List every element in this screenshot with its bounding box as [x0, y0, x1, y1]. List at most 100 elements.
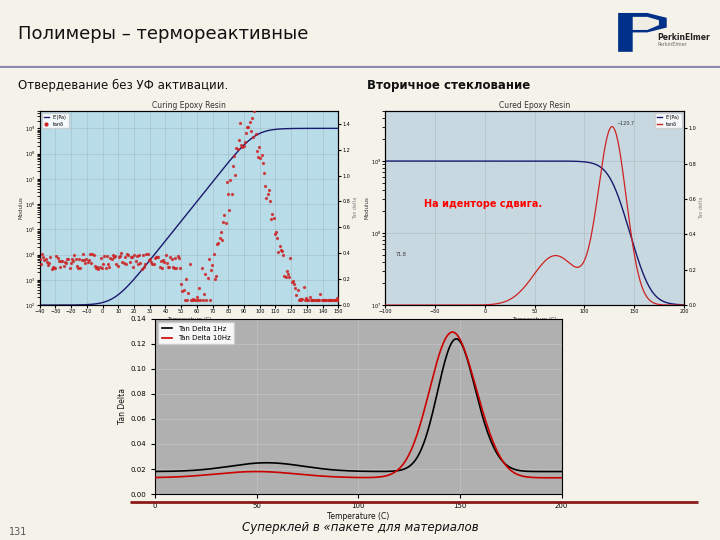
- Point: [277, 251, 289, 260]
- Point: [240, 128, 252, 137]
- Point: [199, 270, 211, 279]
- Point: [184, 260, 195, 268]
- Point: [217, 218, 229, 226]
- Point: [37, 253, 49, 262]
- Point: [246, 113, 258, 122]
- Point: [124, 258, 135, 266]
- Point: [262, 190, 274, 199]
- Tan Delta 1Hz: [150, 468, 159, 475]
- Point: [55, 257, 67, 266]
- Point: [306, 295, 318, 304]
- Text: Полимеры – термореактивные: Полимеры – термореактивные: [18, 25, 308, 43]
- Point: [54, 263, 66, 272]
- Point: [108, 253, 120, 262]
- Point: [60, 258, 72, 267]
- Point: [183, 288, 194, 297]
- Polygon shape: [618, 13, 667, 52]
- Point: [299, 295, 310, 304]
- Point: [90, 264, 102, 272]
- Point: [52, 254, 63, 262]
- Point: [73, 254, 85, 263]
- Point: [212, 240, 223, 249]
- Point: [298, 283, 310, 292]
- Point: [158, 258, 170, 266]
- Point: [131, 252, 143, 260]
- Point: [109, 252, 121, 261]
- Point: [220, 218, 231, 227]
- Point: [83, 256, 94, 265]
- Point: [144, 255, 156, 264]
- Point: [194, 284, 205, 292]
- Point: [94, 263, 105, 272]
- Point: [289, 284, 301, 292]
- Text: ~120.7: ~120.7: [616, 121, 634, 126]
- Point: [57, 257, 68, 266]
- Point: [269, 230, 281, 239]
- Point: [138, 263, 150, 272]
- Point: [185, 295, 197, 304]
- Point: [331, 293, 343, 302]
- Point: [226, 190, 238, 199]
- Point: [100, 264, 112, 273]
- Point: [305, 295, 317, 304]
- Point: [210, 272, 222, 280]
- Point: [143, 255, 155, 264]
- Text: Отвердевание без УФ активации.: Отвердевание без УФ активации.: [18, 79, 228, 92]
- Point: [286, 278, 297, 286]
- Point: [151, 252, 163, 261]
- Point: [276, 246, 288, 255]
- Point: [325, 295, 337, 304]
- Text: 131: 131: [9, 526, 27, 537]
- Point: [186, 295, 198, 304]
- Point: [235, 140, 247, 149]
- Point: [250, 129, 261, 138]
- Point: [68, 256, 79, 265]
- Tan Delta 1Hz: [222, 463, 231, 470]
- Point: [155, 257, 166, 266]
- Point: [243, 123, 254, 132]
- Point: [205, 266, 217, 274]
- Text: Вторичное стеклование: Вторичное стеклование: [367, 79, 531, 92]
- Point: [187, 295, 199, 303]
- Point: [284, 273, 295, 281]
- Point: [333, 295, 344, 304]
- Point: [50, 264, 61, 273]
- Point: [295, 295, 307, 304]
- Point: [153, 252, 164, 261]
- Point: [233, 136, 245, 144]
- Tan Delta 1Hz: [335, 467, 343, 474]
- Point: [273, 248, 284, 257]
- Point: [176, 279, 187, 288]
- Legend: E'(Pa), tanδ: E'(Pa), tanδ: [655, 113, 682, 129]
- Tan Delta 10Hz: [255, 468, 264, 475]
- Point: [35, 260, 47, 269]
- Tan Delta 1Hz: [422, 432, 431, 438]
- Y-axis label: Tan Delta: Tan Delta: [118, 388, 127, 424]
- Point: [112, 262, 123, 271]
- Point: [173, 253, 184, 262]
- Point: [149, 254, 161, 262]
- Point: [212, 239, 224, 247]
- Point: [127, 263, 139, 272]
- Point: [230, 171, 241, 179]
- Point: [88, 251, 99, 259]
- Point: [263, 185, 274, 194]
- Point: [160, 251, 171, 259]
- Tan Delta 10Hz: [390, 469, 399, 476]
- Point: [219, 211, 230, 219]
- Tan Delta 10Hz: [457, 340, 466, 346]
- Point: [122, 251, 134, 260]
- Point: [291, 291, 302, 300]
- Point: [313, 295, 325, 304]
- Point: [82, 258, 94, 266]
- Point: [178, 286, 189, 294]
- Point: [275, 246, 287, 254]
- Point: [76, 255, 87, 264]
- Point: [327, 295, 338, 304]
- Point: [41, 258, 53, 267]
- Point: [196, 264, 207, 272]
- Point: [96, 264, 108, 272]
- Text: PerkinElmer: PerkinElmer: [657, 33, 710, 42]
- Point: [297, 295, 308, 303]
- Point: [133, 251, 145, 259]
